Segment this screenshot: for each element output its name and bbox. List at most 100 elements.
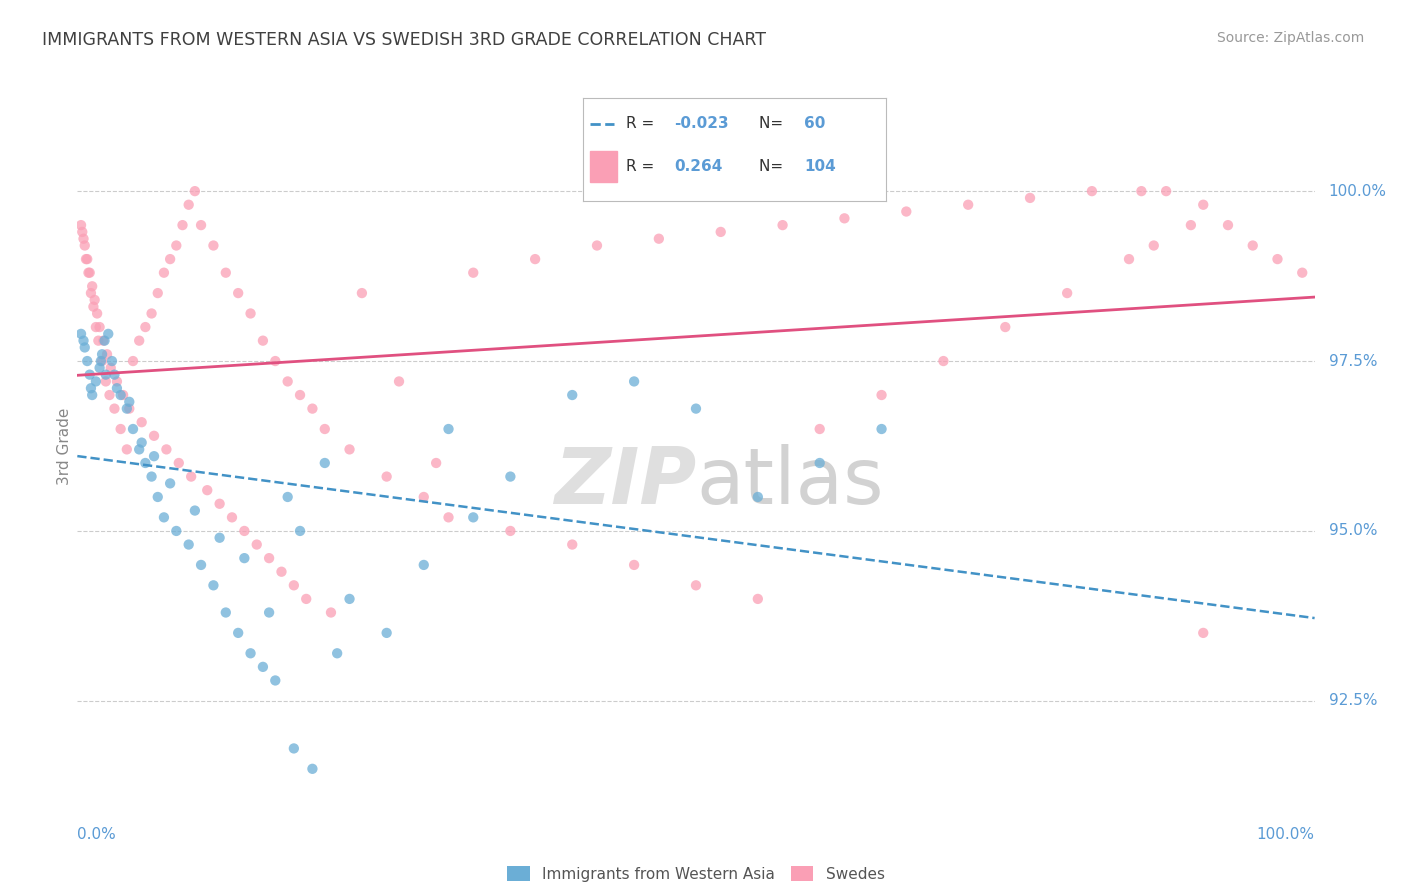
Point — [153, 266, 176, 280]
Point — [215, 266, 238, 280]
Point — [112, 388, 135, 402]
Point — [146, 490, 169, 504]
Point — [122, 354, 145, 368]
Point — [747, 490, 769, 504]
Point — [143, 429, 166, 443]
Point — [233, 551, 256, 566]
Point — [110, 422, 132, 436]
Point — [375, 469, 398, 483]
Point — [91, 354, 114, 368]
Point — [110, 388, 132, 402]
Point — [72, 334, 94, 348]
Point — [314, 422, 336, 436]
Text: 95.0%: 95.0% — [1329, 524, 1376, 539]
Text: 104: 104 — [804, 160, 837, 174]
Point — [257, 551, 280, 566]
Text: 92.5%: 92.5% — [1329, 693, 1376, 708]
Point — [499, 524, 522, 538]
Point — [1241, 238, 1264, 252]
Point — [172, 218, 194, 232]
Point — [103, 401, 125, 416]
Text: Source: ZipAtlas.com: Source: ZipAtlas.com — [1216, 31, 1364, 45]
Point — [96, 347, 118, 361]
Point — [115, 442, 138, 457]
Point — [257, 606, 280, 620]
Point — [195, 483, 218, 498]
Point — [326, 646, 349, 660]
Point — [870, 422, 893, 436]
Text: N=: N= — [759, 116, 787, 131]
Point — [283, 578, 305, 592]
Point — [1267, 252, 1289, 266]
Point — [1180, 218, 1202, 232]
Point — [1192, 626, 1215, 640]
Text: IMMIGRANTS FROM WESTERN ASIA VS SWEDISH 3RD GRADE CORRELATION CHART: IMMIGRANTS FROM WESTERN ASIA VS SWEDISH … — [42, 31, 766, 49]
Point — [1130, 184, 1153, 198]
Y-axis label: 3rd Grade: 3rd Grade — [56, 408, 72, 484]
Point — [90, 354, 112, 368]
Point — [463, 510, 485, 524]
Point — [994, 320, 1017, 334]
Point — [375, 626, 398, 640]
Point — [264, 673, 287, 688]
Point — [82, 388, 104, 402]
Point — [499, 469, 522, 483]
Point — [73, 341, 96, 355]
Point — [561, 537, 583, 551]
Point — [239, 646, 262, 660]
Point — [134, 456, 156, 470]
Point — [93, 334, 115, 348]
Point — [98, 388, 121, 402]
Point — [91, 334, 114, 348]
Point — [101, 354, 124, 368]
Point — [141, 469, 163, 483]
Text: R =: R = — [626, 116, 659, 131]
Point — [932, 354, 955, 368]
Point — [89, 320, 111, 334]
Point — [80, 381, 103, 395]
Text: 0.0%: 0.0% — [77, 827, 117, 841]
Point — [77, 266, 100, 280]
Legend: Immigrants from Western Asia, Swedes: Immigrants from Western Asia, Swedes — [501, 860, 891, 888]
Point — [131, 415, 153, 429]
Point — [84, 320, 107, 334]
Point — [208, 497, 231, 511]
Point — [808, 422, 831, 436]
Point — [165, 238, 187, 252]
Point — [105, 381, 128, 395]
Point — [122, 422, 145, 436]
Point — [252, 334, 274, 348]
Point — [226, 626, 249, 640]
Point — [159, 476, 181, 491]
Point — [685, 578, 707, 592]
Point — [1192, 198, 1215, 212]
Point — [87, 334, 110, 348]
Point — [1216, 218, 1239, 232]
Point — [72, 225, 94, 239]
Point — [115, 401, 138, 416]
Point — [834, 211, 856, 226]
Point — [141, 306, 163, 320]
Point — [1291, 266, 1313, 280]
Point — [957, 198, 980, 212]
Point — [246, 537, 269, 551]
Text: N=: N= — [759, 160, 787, 174]
Point — [202, 578, 225, 592]
Point — [97, 326, 120, 341]
Point — [118, 401, 141, 416]
Point — [314, 456, 336, 470]
Point — [103, 368, 125, 382]
Point — [86, 306, 108, 320]
Point — [190, 218, 212, 232]
Point — [134, 320, 156, 334]
Point — [146, 286, 169, 301]
Point — [82, 279, 104, 293]
Point — [180, 469, 202, 483]
Point — [70, 218, 93, 232]
Point — [91, 347, 114, 361]
Point — [277, 375, 299, 389]
Point — [89, 360, 111, 375]
Point — [159, 252, 181, 266]
Point — [100, 360, 122, 375]
Text: 97.5%: 97.5% — [1329, 353, 1376, 368]
